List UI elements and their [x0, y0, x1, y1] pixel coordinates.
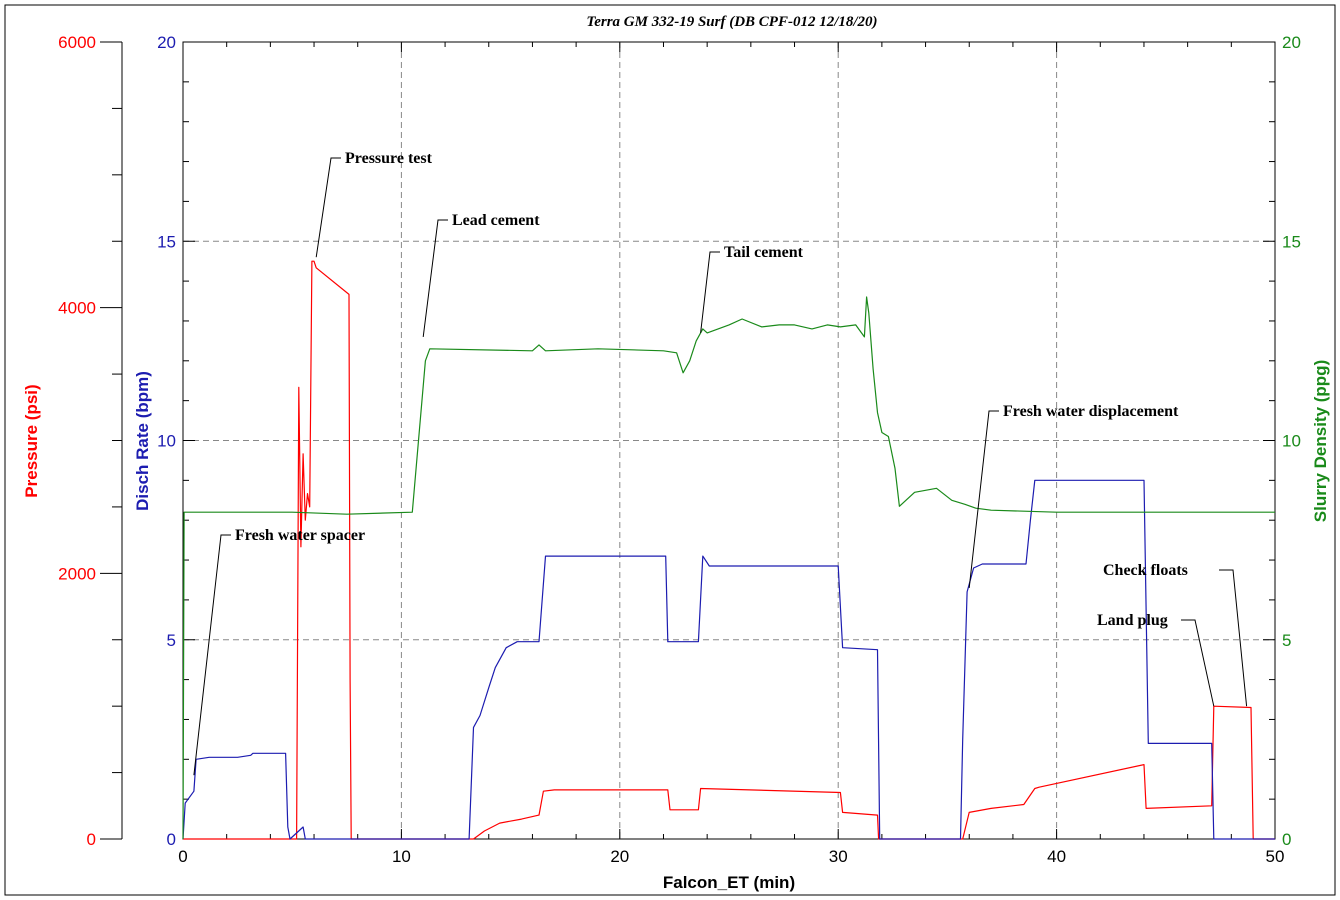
- series-lines: [182, 260, 1275, 840]
- density-tick-label: 0: [1282, 830, 1291, 849]
- annotations: Pressure test Lead cement Tail cement Fresh…: [193, 150, 1248, 776]
- chart-title: Terra GM 332-19 Surf (DB CPF-012 12/18/2…: [586, 14, 877, 30]
- rate-tick-label: 10: [157, 432, 176, 451]
- annotation-leader-line: [1219, 569, 1248, 707]
- density-tick-label: 10: [1282, 432, 1301, 451]
- annotation-label: Fresh water displacement: [1003, 403, 1179, 420]
- density-tick-label: 20: [1282, 33, 1301, 52]
- rate-tick-label: 5: [167, 631, 176, 650]
- annotation-leader-line: [968, 410, 999, 588]
- annotation-leader-line: [422, 219, 448, 337]
- x-tick-label: 50: [1266, 847, 1285, 866]
- density-series-line: [182, 296, 1275, 840]
- annotation-label: Check floats: [1103, 562, 1188, 579]
- pressure-tick-label: 2000: [58, 564, 96, 583]
- pressure-tick-label: 0: [87, 830, 96, 849]
- rate-tick-label: 0: [167, 830, 176, 849]
- rate-tick-label: 20: [157, 33, 176, 52]
- x-tick-label: 0: [178, 847, 187, 866]
- rate-tick-label: 15: [157, 232, 176, 251]
- annotation-leader-line: [193, 534, 231, 776]
- grid-lines: [183, 42, 1275, 839]
- pressure-tick-label: 6000: [58, 33, 96, 52]
- rate-series-line: [182, 479, 1275, 840]
- annotation-label: Fresh water spacer: [235, 527, 365, 544]
- density-tick-label: 15: [1282, 232, 1301, 251]
- x-axis-label: Falcon_ET (min): [663, 873, 795, 892]
- x-tick-label: 20: [610, 847, 629, 866]
- x-tick-label: 10: [392, 847, 411, 866]
- annotation-label: Land plug: [1097, 612, 1168, 629]
- pressure-tick-label: 4000: [58, 299, 96, 318]
- x-tick-label: 30: [829, 847, 848, 866]
- density-tick-label: 5: [1282, 631, 1291, 650]
- density-axis-label: Slurry Density (ppg): [1311, 360, 1330, 522]
- x-tick-label: 40: [1047, 847, 1066, 866]
- page-border: [4, 4, 1336, 896]
- annotation-label: Tail cement: [724, 244, 804, 261]
- pressure-axis-label: Pressure (psi): [22, 384, 41, 497]
- annotation-label: Pressure test: [345, 150, 433, 167]
- annotation-leader-line: [315, 157, 341, 258]
- annotation-label: Lead cement: [452, 212, 540, 229]
- pressure-series-line: [183, 260, 1275, 840]
- rate-axis-label: Disch Rate (bpm): [133, 371, 152, 511]
- annotation-leader-line: [700, 251, 720, 333]
- annotation-leader-line: [1181, 619, 1215, 707]
